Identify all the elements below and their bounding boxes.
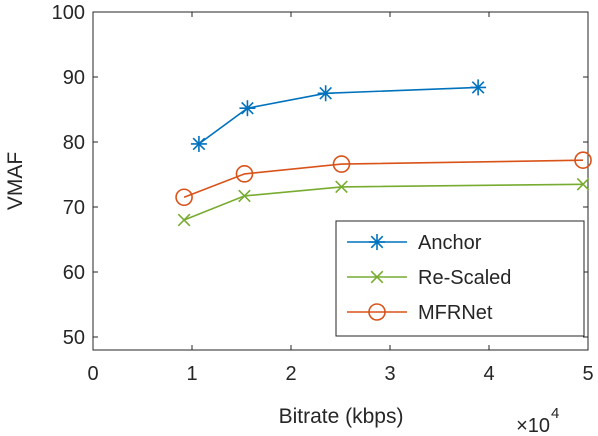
y-tick-label: 50 xyxy=(63,327,85,349)
series-anchor xyxy=(190,79,487,152)
legend-label: MFRNet xyxy=(418,302,493,324)
legend-entry: MFRNet xyxy=(347,302,493,324)
x-exponent-base: ×10 xyxy=(516,415,550,436)
legend-entry: Re-Scaled xyxy=(347,267,511,289)
x-axis-label: Bitrate (kbps) xyxy=(279,405,404,428)
y-tick-label: 80 xyxy=(63,132,85,154)
data-point xyxy=(239,100,256,117)
legend-label: Anchor xyxy=(418,232,482,254)
legend: Anchor Re-Scaled MFRNet xyxy=(335,220,585,337)
x-tick-label: 1 xyxy=(186,363,197,385)
data-point xyxy=(317,85,334,102)
y-axis-label: VMAF xyxy=(4,152,27,210)
x-axis-ticks: 0 1 2 3 4 5 xyxy=(87,12,594,385)
series-line xyxy=(198,86,479,145)
data-point xyxy=(335,180,348,194)
data-point xyxy=(470,79,487,96)
x-tick-label: 0 xyxy=(87,363,98,385)
data-point xyxy=(175,188,193,207)
x-tick-label: 5 xyxy=(582,363,593,385)
y-tick-label: 60 xyxy=(63,262,85,284)
data-point xyxy=(190,135,207,152)
data-point xyxy=(369,234,385,250)
y-axis-ticks: 50 60 70 80 90 100 xyxy=(52,2,588,349)
data-point xyxy=(368,303,386,321)
data-point xyxy=(238,189,251,203)
data-point xyxy=(574,151,592,169)
series-re-scaled xyxy=(177,177,590,227)
legend-entry: Anchor xyxy=(347,232,482,254)
data-point xyxy=(576,177,590,191)
data-point xyxy=(235,165,254,183)
x-tick-label: 2 xyxy=(285,363,296,385)
data-point xyxy=(177,213,191,227)
x-exponent-power: 4 xyxy=(551,405,559,422)
x-tick-label: 4 xyxy=(483,363,494,385)
y-tick-label: 100 xyxy=(52,2,85,24)
y-tick-label: 70 xyxy=(63,197,85,219)
series-line xyxy=(183,183,584,221)
y-tick-label: 90 xyxy=(63,67,85,89)
legend-label: Re-Scaled xyxy=(418,267,511,289)
data-point xyxy=(332,155,351,173)
series-mfrnet xyxy=(175,151,592,207)
x-tick-label: 3 xyxy=(384,363,395,385)
series-line xyxy=(183,159,584,199)
data-point xyxy=(370,270,384,284)
series-layer xyxy=(175,79,592,227)
